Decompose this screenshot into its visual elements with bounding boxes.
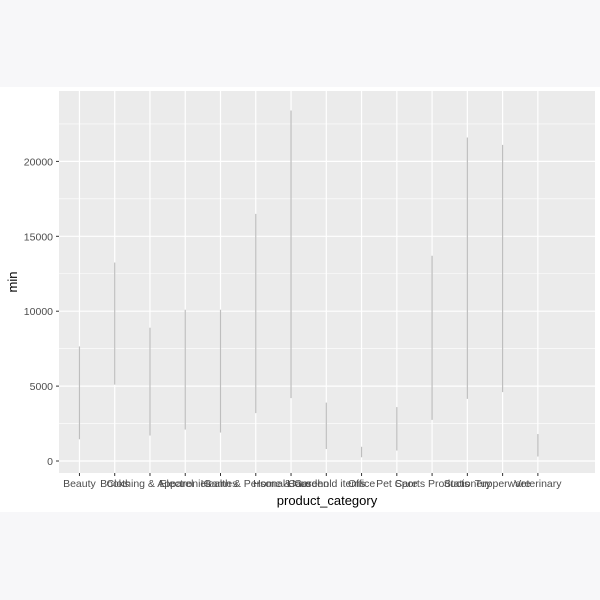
chart-figure: 0 5000 10000 15000 20000 Beauty Books Clothing… (0, 87, 600, 512)
chart-svg: 0 5000 10000 15000 20000 Beauty BooksClothing… (5, 91, 595, 508)
x-tick-label: Electronics (160, 478, 211, 490)
y-tick-label: 20000 (24, 156, 53, 168)
y-tick-label: 15000 (24, 231, 53, 243)
x-tick-label: Books (100, 478, 129, 490)
y-axis: 0 5000 10000 15000 20000 (24, 156, 59, 468)
x-tick-label: Tupperware (475, 478, 531, 490)
x-tick-label: Household items (287, 478, 365, 490)
x-tick-label: Veterinary (514, 478, 562, 490)
x-tick-label: Beauty (63, 478, 96, 490)
x-tick-label: Home & Garden (253, 478, 329, 490)
y-axis-title: min (5, 272, 20, 293)
y-tick-label: 10000 (24, 306, 53, 318)
x-axis-title: product_category (277, 493, 378, 508)
x-tick-label: Office (348, 478, 375, 490)
y-tick-label: 0 (47, 456, 53, 468)
range-series (78, 110, 539, 458)
plot-panel (59, 91, 595, 473)
x-tick-label: Stationery (444, 478, 492, 490)
x-tick-label: Games (204, 478, 238, 490)
x-tick-label: Clothing & Apparel (106, 478, 193, 490)
y-tick-label: 5000 (30, 381, 54, 393)
grid-minor (59, 123, 595, 424)
x-tick-label: Health & Personal Care (201, 478, 311, 490)
x-tick-label: Pet Care (376, 478, 418, 490)
x-tick-label: Sports Products (395, 478, 470, 490)
